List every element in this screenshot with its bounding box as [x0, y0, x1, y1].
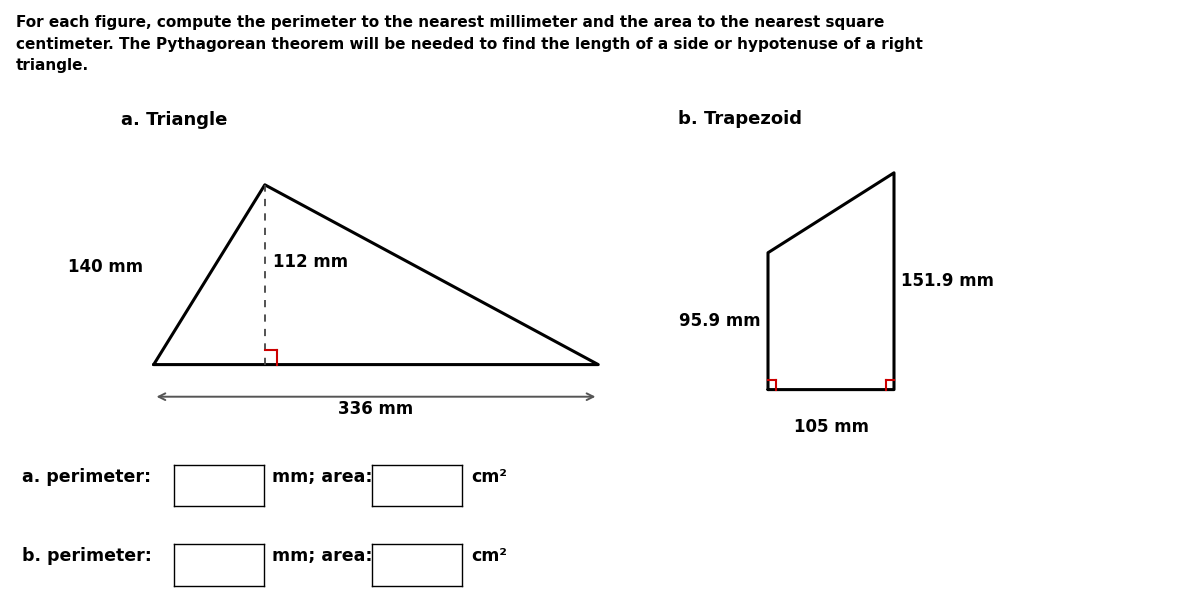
Text: 112 mm: 112 mm [272, 253, 348, 271]
Text: a. perimeter:: a. perimeter: [22, 468, 151, 486]
Text: 336 mm: 336 mm [338, 400, 414, 418]
Text: mm; area:: mm; area: [272, 547, 373, 565]
Text: 95.9 mm: 95.9 mm [679, 312, 761, 330]
Text: mm; area:: mm; area: [272, 468, 373, 486]
Text: a. Triangle: a. Triangle [121, 111, 227, 129]
Text: 105 mm: 105 mm [793, 418, 869, 436]
Text: 151.9 mm: 151.9 mm [901, 272, 995, 290]
Text: For each figure, compute the perimeter to the nearest millimeter and the area to: For each figure, compute the perimeter t… [16, 15, 923, 74]
Text: cm²: cm² [472, 468, 508, 486]
Text: cm²: cm² [472, 547, 508, 565]
Text: b. perimeter:: b. perimeter: [22, 547, 151, 565]
Text: b. Trapezoid: b. Trapezoid [678, 111, 802, 128]
Text: 140 mm: 140 mm [68, 258, 143, 275]
